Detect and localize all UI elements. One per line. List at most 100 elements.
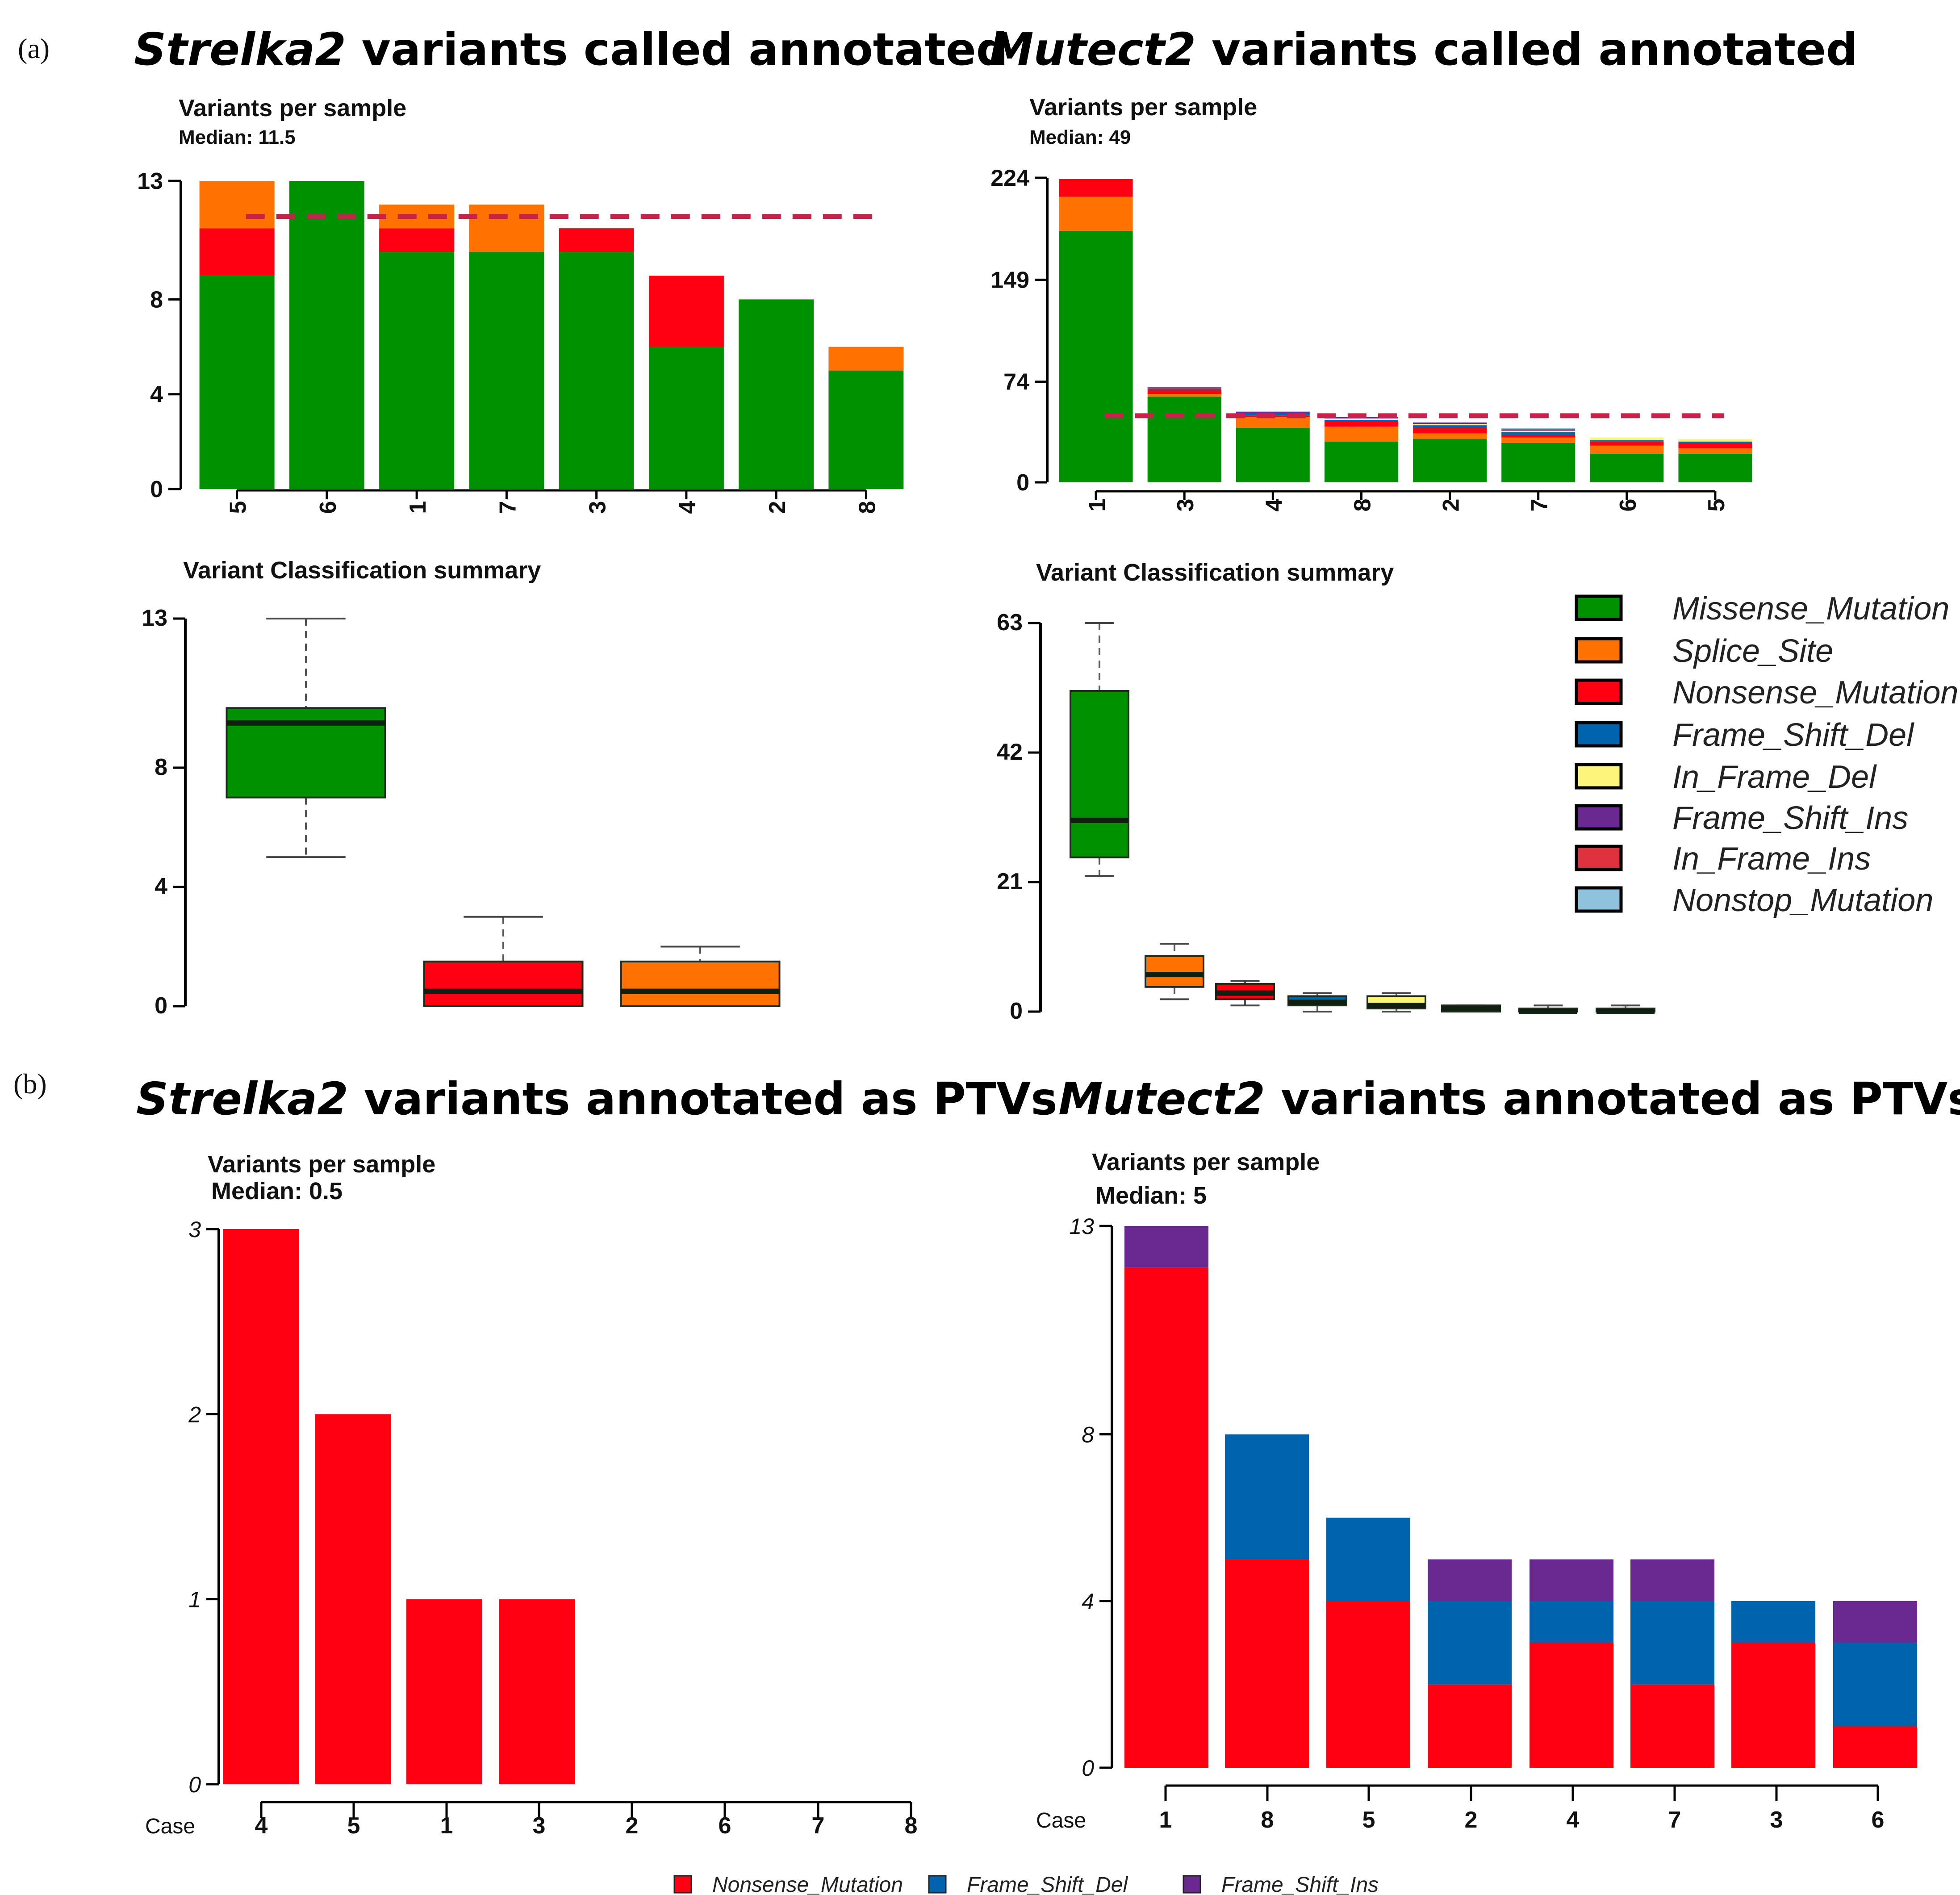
category-label: 5 — [1362, 1807, 1375, 1833]
median-label: Median: 11.5 — [179, 126, 296, 148]
bar-segment — [1590, 445, 1664, 454]
y-tick-label: 74 — [1003, 369, 1029, 395]
bar-segment — [1530, 1559, 1613, 1601]
box — [620, 960, 781, 1008]
bar-segment — [1147, 389, 1221, 394]
category-label: 1 — [1159, 1807, 1172, 1833]
legend-swatch — [1183, 1875, 1201, 1894]
bar-segment — [1059, 230, 1133, 482]
y-tick-label: 4 — [150, 382, 163, 408]
bar-segment — [1324, 421, 1398, 427]
bar-segment — [499, 1599, 575, 1784]
bar-segment — [469, 252, 544, 489]
bar-segment — [1147, 388, 1221, 390]
category-label: 1 — [440, 1813, 453, 1839]
bar-segment — [739, 299, 814, 489]
category-label: 6 — [719, 1813, 731, 1839]
bar-segment — [1501, 429, 1576, 431]
legend-swatch — [673, 1875, 692, 1894]
bar-segment — [1590, 441, 1664, 446]
bar-segment — [1501, 443, 1576, 482]
bar-segment — [1590, 454, 1664, 482]
bar-segment — [1678, 448, 1752, 454]
panel-label-b: (b) — [13, 1068, 47, 1100]
legend-swatch — [1575, 678, 1623, 705]
category-label: 8 — [905, 1813, 918, 1839]
median-label: Median: 49 — [1029, 126, 1131, 148]
y-tick-label: 42 — [997, 739, 1023, 765]
legend-label: Frame_Shift_Ins — [1672, 800, 1908, 836]
category-label: 1 — [1084, 499, 1110, 512]
bar-segment — [1324, 441, 1398, 482]
legend-swatch — [1575, 886, 1623, 913]
y-tick-label: 8 — [1082, 1422, 1094, 1447]
category-label: 3 — [533, 1813, 546, 1839]
bar-segment — [1428, 1601, 1512, 1685]
category-label: 5 — [1704, 499, 1730, 512]
bar-segment — [1124, 1268, 1208, 1768]
box — [1070, 690, 1129, 858]
bar-segment — [1501, 428, 1576, 430]
median-label: Median: 0.5 — [211, 1178, 343, 1205]
y-tick-label: 4 — [1082, 1589, 1094, 1614]
category-label: 4 — [1567, 1807, 1580, 1833]
chart-title: Variants per sample — [179, 95, 406, 121]
bar-segment — [1833, 1601, 1917, 1643]
y-tick-label: 149 — [990, 267, 1029, 293]
bar-segment — [1324, 427, 1398, 442]
title-a-left: Strelka2 variants called annotated — [134, 23, 1008, 75]
bar-segment — [379, 252, 455, 489]
bar-segment — [1501, 435, 1576, 438]
legend-label: Nonsense_Mutation — [712, 1873, 903, 1895]
legend-b: Nonsense_Mutation Frame_Shift_Del Frame_Sh… — [673, 1873, 1379, 1895]
y-tick-label: 13 — [142, 605, 167, 631]
title-b-right: Mutect2 variants annotated as PTVs — [1058, 1073, 1960, 1125]
chart-title: Variant Classification summary — [1036, 559, 1394, 586]
bar-segment — [559, 252, 634, 489]
median-label: Median: 5 — [1095, 1182, 1207, 1209]
y-tick-label: 2 — [188, 1402, 201, 1427]
category-label: 2 — [1438, 499, 1464, 512]
bar-segment — [1324, 418, 1398, 420]
bar-segment — [1413, 433, 1487, 439]
chart-title: Variants per sample — [1092, 1149, 1320, 1175]
bar-segment — [1530, 1601, 1613, 1643]
legend-label: In_Frame_Ins — [1672, 841, 1871, 877]
bar-segment — [1590, 440, 1664, 442]
legend-swatch — [1575, 594, 1623, 621]
y-tick-label: 3 — [188, 1217, 201, 1242]
y-tick-label: 8 — [155, 754, 167, 780]
y-tick-label: 0 — [150, 477, 163, 502]
bar-segment — [648, 276, 724, 347]
bar-segment — [1501, 431, 1576, 432]
panel-label-a: (a) — [18, 33, 50, 64]
y-tick-label: 13 — [137, 168, 163, 194]
y-tick-label: 0 — [188, 1772, 201, 1797]
category-label: 5 — [226, 501, 251, 514]
bar-segment — [289, 181, 364, 489]
bar-segment — [406, 1599, 482, 1784]
bar-segment — [199, 228, 275, 276]
bar-segment — [1326, 1518, 1410, 1601]
legend-label: Nonsense_Mutation — [1672, 675, 1958, 711]
bar-segment — [1731, 1601, 1815, 1643]
category-label: 7 — [812, 1813, 825, 1839]
y-tick-label: 1 — [188, 1587, 201, 1612]
y-tick-label: 8 — [150, 287, 163, 313]
y-tick-label: 0 — [1082, 1756, 1094, 1781]
title-b-left: Strelka2 variants annotated as PTVs — [136, 1073, 1057, 1125]
category-label: 4 — [675, 501, 701, 514]
bar-segment — [1833, 1643, 1917, 1726]
bar-segment — [1413, 425, 1487, 428]
bar-segment — [1413, 424, 1487, 426]
bar-segment — [1413, 439, 1487, 482]
box — [423, 960, 584, 1008]
legend-a: Missense_Mutation Splice_Site Nonsense_Mut… — [1575, 591, 1958, 918]
bar-segment — [199, 276, 275, 489]
legend-label: Missense_Mutation — [1672, 591, 1949, 627]
category-label: 6 — [1872, 1807, 1885, 1833]
bar-segment — [1147, 387, 1221, 389]
bar-segment — [1413, 423, 1487, 424]
bar-segment — [1678, 443, 1752, 448]
bar-segment — [1324, 419, 1398, 421]
